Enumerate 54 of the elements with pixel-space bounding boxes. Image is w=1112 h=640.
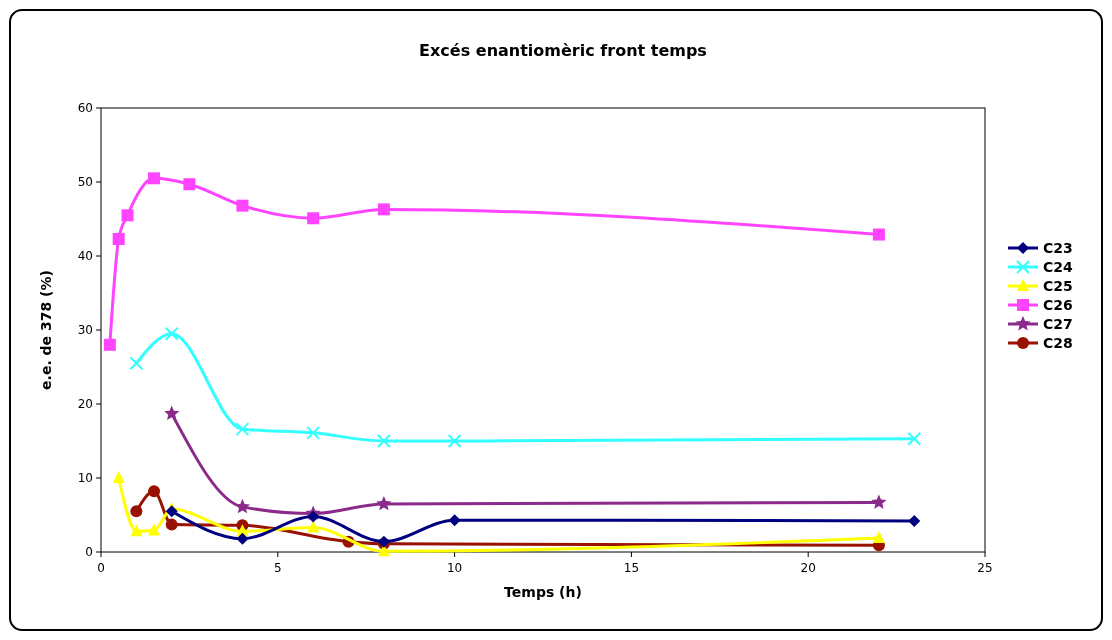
x-tick-label: 25 (977, 561, 993, 575)
point (235, 422, 250, 437)
y-tick-label: 60 (77, 101, 93, 115)
point (872, 530, 885, 543)
y-tick-label: 30 (77, 323, 93, 337)
point (164, 326, 179, 341)
point (236, 199, 249, 212)
legend-label: C27 (1043, 316, 1073, 332)
point (148, 485, 161, 498)
point (376, 434, 391, 448)
legend-label: C26 (1043, 297, 1073, 313)
point (908, 514, 921, 527)
y-tick-label: 10 (77, 471, 93, 485)
point (129, 356, 144, 371)
legend-label: C25 (1043, 278, 1073, 294)
legend-label: C24 (1043, 259, 1074, 275)
chart-title: Excés enantiomèric front temps (419, 41, 707, 60)
point (112, 471, 125, 483)
point (130, 505, 143, 518)
y-tick-label: 40 (77, 249, 93, 263)
point (871, 494, 887, 509)
x-tick-label: 0 (97, 561, 105, 575)
point (907, 431, 922, 446)
point (376, 495, 392, 511)
point (121, 209, 134, 222)
legend-label: C23 (1043, 240, 1073, 256)
point (236, 532, 249, 545)
y-tick-label: 0 (85, 545, 93, 559)
point (165, 518, 178, 531)
x-tick-label: 20 (800, 561, 816, 575)
y-axis-title: e.e. de 378 (%) (38, 270, 54, 390)
point (307, 520, 320, 533)
point (307, 212, 320, 225)
point (306, 425, 321, 440)
y-tick-label: 20 (77, 397, 93, 411)
point (103, 338, 116, 351)
point (872, 228, 885, 241)
point (130, 524, 143, 537)
x-tick-label: 10 (446, 561, 463, 575)
x-axis-title: Temps (h) (504, 584, 582, 600)
point (148, 172, 161, 185)
point (148, 523, 161, 536)
point (112, 232, 125, 245)
point (447, 434, 462, 448)
point (234, 498, 251, 514)
point (183, 178, 196, 191)
point (164, 405, 180, 421)
point (377, 203, 390, 216)
legend-label: C28 (1043, 335, 1073, 351)
x-tick-label: 15 (623, 561, 640, 575)
point (307, 510, 320, 523)
point (448, 514, 461, 527)
y-tick-label: 50 (77, 175, 93, 189)
x-tick-label: 5 (273, 561, 282, 575)
